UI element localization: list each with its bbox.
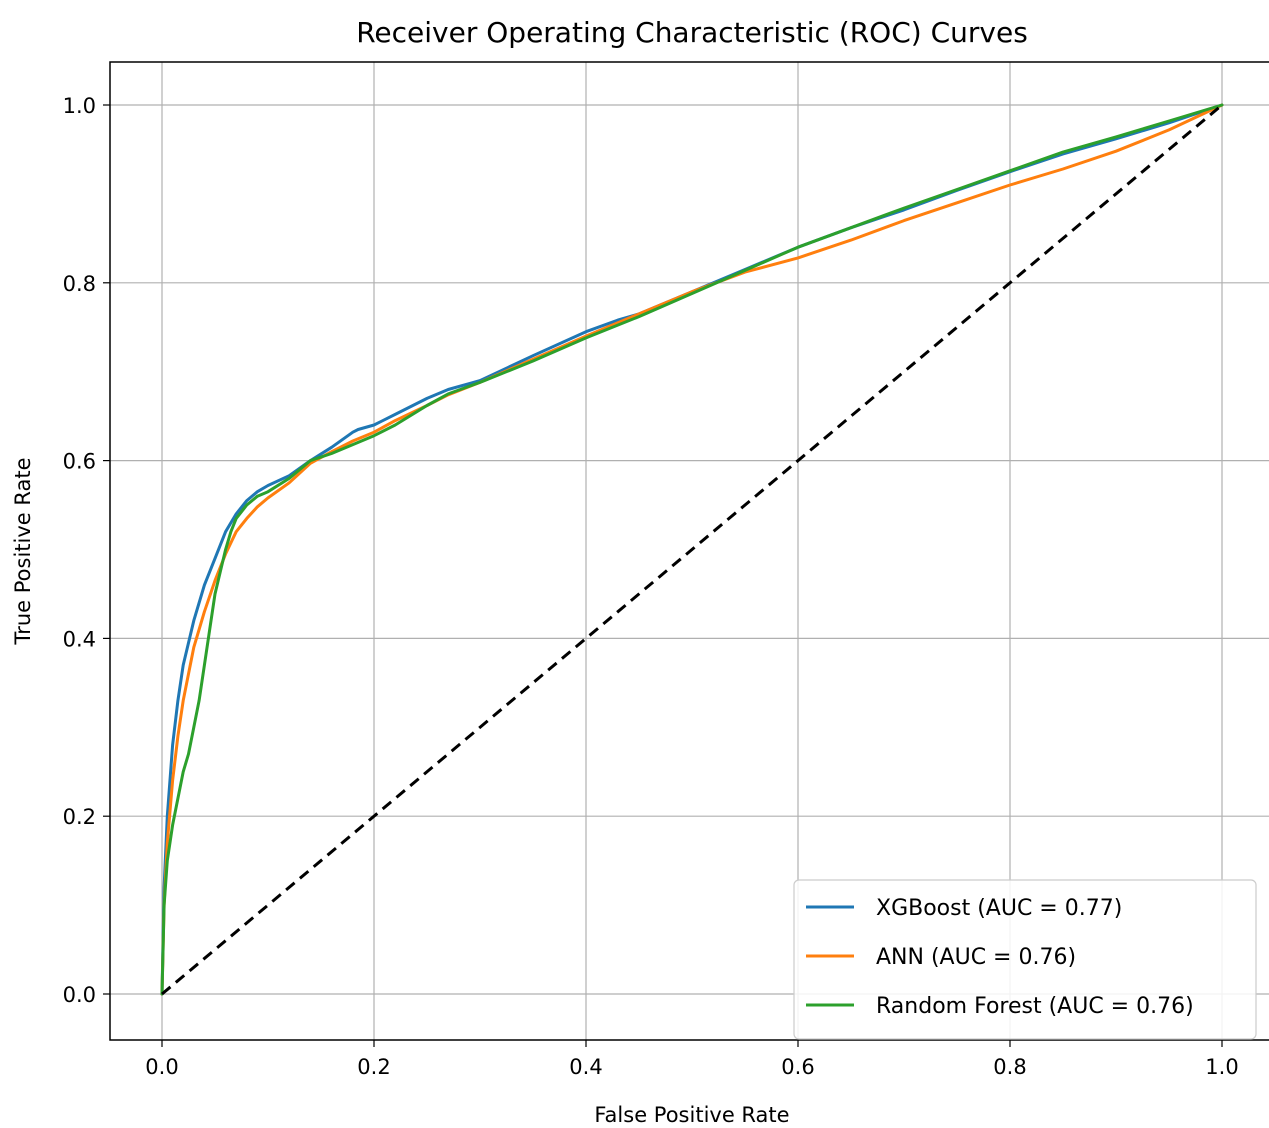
series-line-1: [160, 103, 1224, 996]
legend-entry: XGBoost (AUC = 0.77): [876, 896, 1122, 921]
axis-ticks: 0.0 0.2 0.4 0.6 0.8 1.0 0.0 0.2 0.4 0.6 0.8 1.0: [63, 94, 1239, 1079]
legend: XGBoost (AUC = 0.77) ANN (AUC = 0.76) Rand…: [793, 879, 1257, 1040]
legend-box: [793, 879, 1257, 1040]
y-tick-label: 0.0: [63, 983, 96, 1007]
chart-title: Receiver Operating Characteristic (ROC) …: [356, 16, 1028, 49]
y-tick-label: 0.8: [63, 272, 96, 296]
legend-entry: ANN (AUC = 0.76): [876, 945, 1076, 970]
x-tick-label: 0.2: [357, 1055, 390, 1079]
x-tick-label: 0.4: [569, 1055, 602, 1079]
y-tick-label: 1.0: [63, 94, 96, 118]
plot-frame: [109, 61, 1269, 1041]
x-tick-label: 0.8: [993, 1055, 1026, 1079]
x-tick-label: 1.0: [1205, 1055, 1238, 1079]
legend-entry: Random Forest (AUC = 0.76): [876, 994, 1194, 1019]
grid: [110, 62, 1269, 1040]
y-axis-label: True Positive Rate: [11, 457, 35, 645]
series-lines: [160, 103, 1224, 996]
y-tick-label: 0.6: [63, 450, 96, 474]
x-axis-label: False Positive Rate: [594, 1103, 789, 1127]
x-tick-label: 0.6: [781, 1055, 814, 1079]
x-tick-label: 0.0: [145, 1055, 178, 1079]
y-tick-label: 0.4: [63, 627, 96, 651]
series-line-2: [160, 103, 1224, 996]
chance-diagonal-line: [161, 103, 1223, 996]
y-tick-label: 0.2: [63, 805, 96, 829]
